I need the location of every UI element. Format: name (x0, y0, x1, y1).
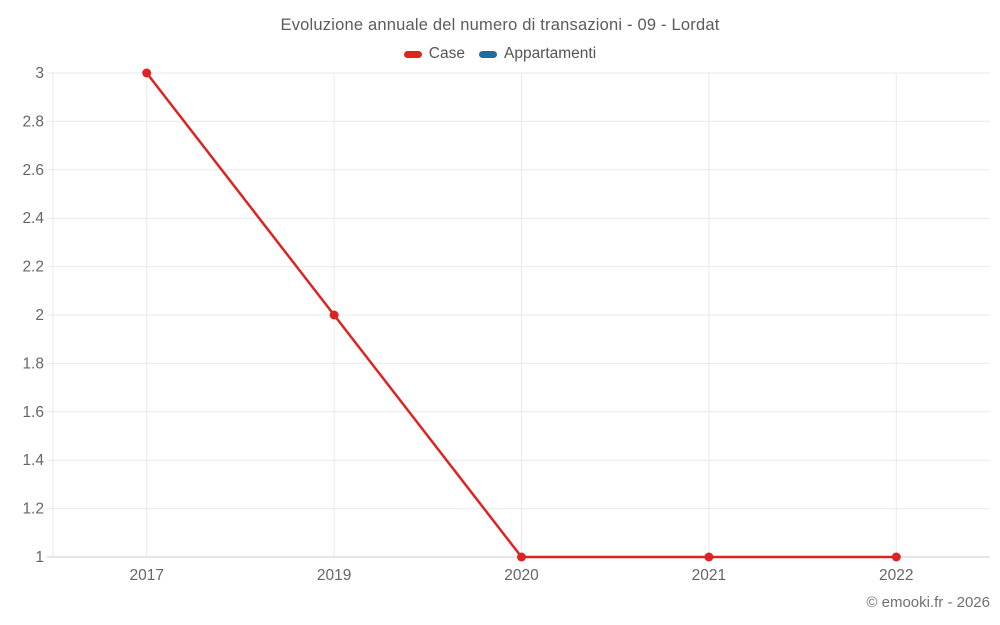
x-axis-tick-label: 2021 (692, 567, 726, 584)
y-axis-tick-label: 2.8 (22, 113, 44, 130)
legend-swatch-case (403, 50, 422, 58)
data-point-marker[interactable] (704, 552, 714, 562)
x-axis-tick-label: 2017 (129, 567, 163, 584)
data-point-marker[interactable] (891, 552, 901, 562)
legend-label-appartamenti: Appartamenti (503, 45, 597, 62)
credits-label[interactable]: © emooki.fr - 2026 (866, 594, 990, 611)
y-axis-tick-label: 1 (35, 549, 44, 566)
data-point-marker[interactable] (329, 310, 339, 320)
legend-item-appartamenti[interactable]: Appartamenti (478, 45, 597, 63)
y-axis-tick-label: 2.2 (22, 259, 44, 276)
x-axis-tick-label: 2020 (504, 567, 539, 584)
data-point-marker[interactable] (142, 68, 152, 78)
x-axis-tick-label: 2022 (879, 567, 913, 584)
x-axis-tick-label: 2019 (317, 567, 351, 584)
y-axis-tick-label: 1.2 (22, 501, 44, 518)
y-axis-tick-label: 2.6 (22, 162, 44, 179)
legend-label-case: Case (428, 45, 465, 62)
legend-item-case[interactable]: Case (403, 45, 465, 63)
y-axis-tick-label: 2 (35, 307, 44, 324)
y-axis-tick-label: 3 (35, 65, 44, 82)
data-point-marker[interactable] (517, 552, 526, 562)
chart-title: Evoluzione annuale del numero di transaz… (280, 16, 720, 34)
y-axis-tick-label: 1.4 (22, 452, 44, 469)
y-axis-tick-label: 1.6 (22, 404, 44, 421)
y-axis-tick-label: 1.8 (22, 355, 44, 372)
legend: Case Appartamenti (0, 45, 1000, 63)
legend-swatch-appartamenti (478, 50, 497, 58)
y-axis-tick-label: 2.4 (22, 210, 44, 227)
